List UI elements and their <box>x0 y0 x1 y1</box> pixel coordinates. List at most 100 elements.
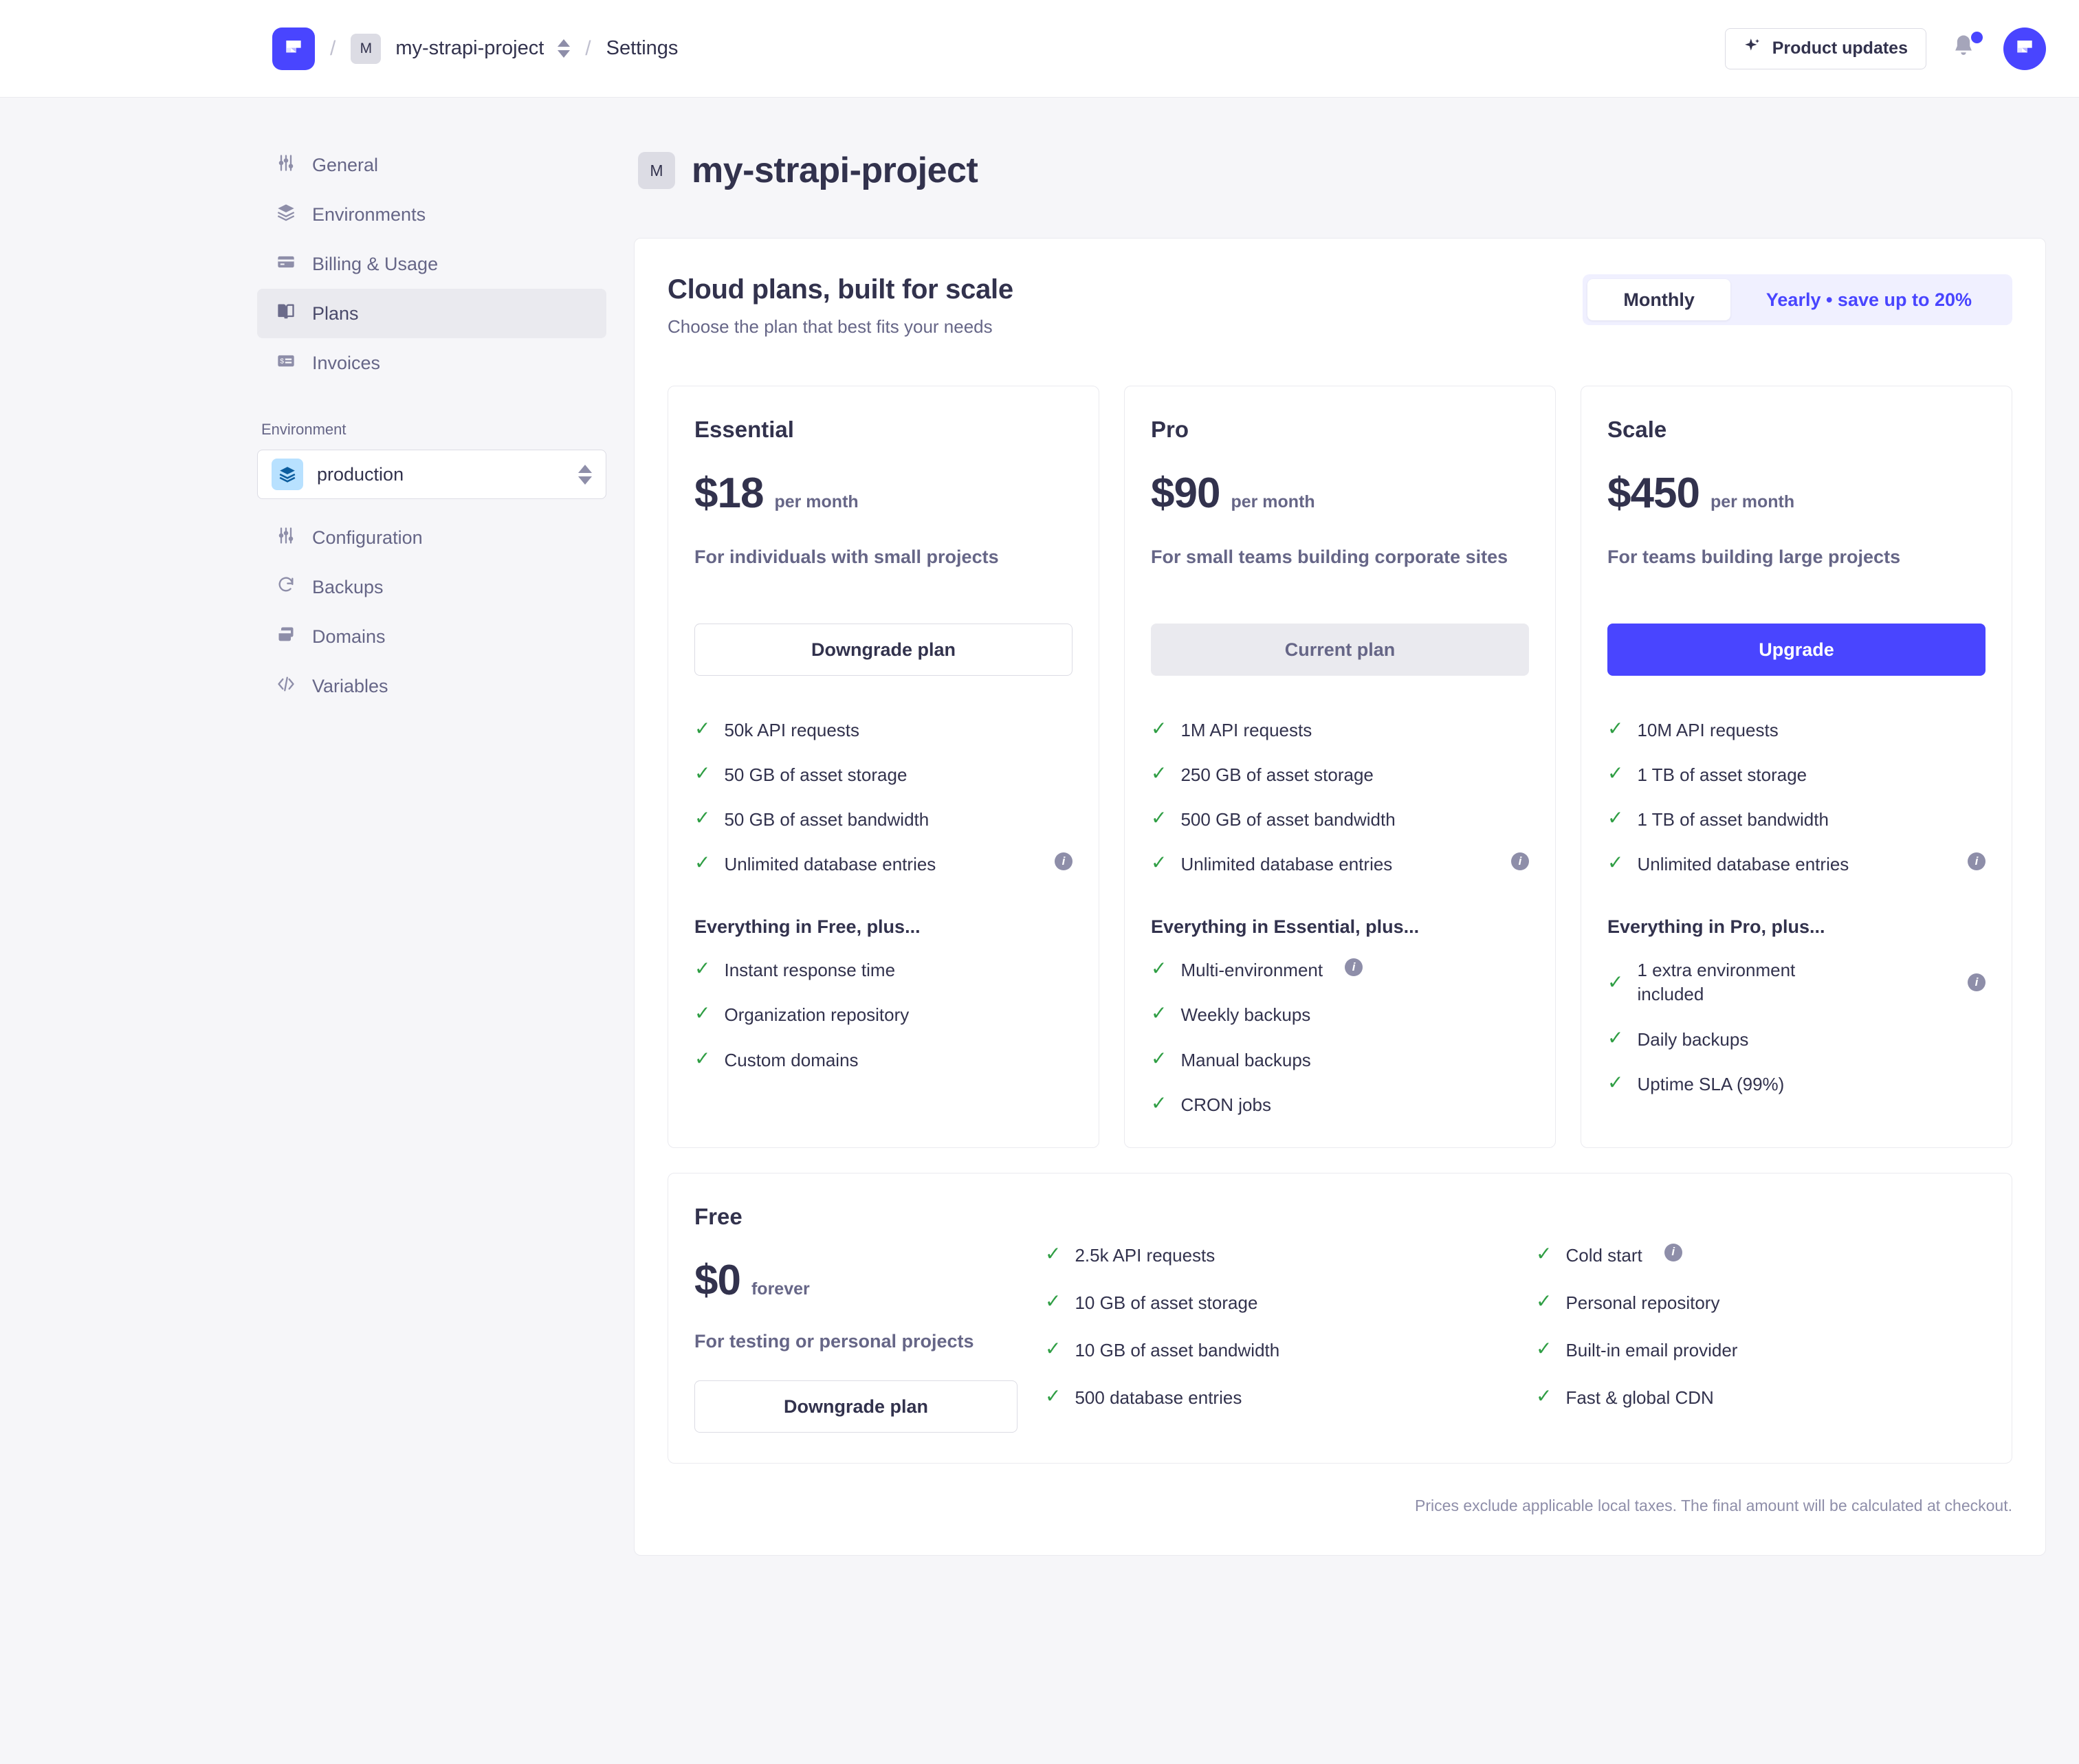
chevron-updown-icon[interactable] <box>578 464 592 485</box>
plans-subtitle: Choose the plan that best fits your need… <box>668 316 993 337</box>
feature-item: ✓ Unlimited database entries i <box>694 852 1072 877</box>
feature-label: Weekly backups <box>1180 1004 1311 1026</box>
feature-label: 2.5k API requests <box>1075 1244 1216 1266</box>
sidebar-item-backups[interactable]: Backups <box>257 562 606 612</box>
plans-panel: Cloud plans, built for scale Choose the … <box>634 238 2046 1556</box>
check-icon: ✓ <box>1045 1290 1062 1312</box>
check-icon: ✓ <box>1151 807 1167 829</box>
sidebar-item-label: Plans <box>312 302 359 324</box>
plan-name: Scale <box>1607 417 1667 442</box>
feature-item: ✓ 500 database entries <box>1045 1385 1495 1410</box>
notifications-button[interactable] <box>1948 30 1983 67</box>
breadcrumb-separator-1: / <box>330 36 336 60</box>
sidebar-item-label: Variables <box>312 675 388 696</box>
feature-item: ✓ 10 GB of asset bandwidth <box>1045 1338 1495 1363</box>
plan-description: For small teams building corporate sites <box>1151 547 1508 567</box>
feature-label: 50 GB of asset bandwidth <box>724 809 930 830</box>
layers-icon <box>276 203 296 227</box>
feature-label: Organization repository <box>724 1004 910 1026</box>
info-icon[interactable]: i <box>1664 1243 1682 1261</box>
sidebar-item-domains[interactable]: Domains <box>257 612 606 661</box>
sidebar-environment-group-label: Environment <box>261 421 346 438</box>
plan-price: $0 <box>694 1256 741 1304</box>
plan-name: Pro <box>1151 417 1189 442</box>
sidebar-item-configuration[interactable]: Configuration <box>257 513 606 562</box>
check-icon: ✓ <box>1607 1026 1624 1048</box>
sidebar-item-label: Environments <box>312 203 426 225</box>
toggle-monthly[interactable]: Monthly <box>1587 279 1730 320</box>
info-icon[interactable]: i <box>1055 852 1072 871</box>
project-switcher-icon[interactable] <box>558 39 571 58</box>
feature-label: 10 GB of asset storage <box>1075 1292 1258 1313</box>
sidebar-item-label: Domains <box>312 626 386 647</box>
strapi-logo-icon[interactable] <box>272 27 315 70</box>
environment-select[interactable]: production <box>257 450 606 499</box>
product-updates-button[interactable]: Product updates <box>1724 27 1926 69</box>
feature-item: ✓ Personal repository <box>1536 1290 1986 1315</box>
plan-period: per month <box>1710 492 1795 511</box>
check-icon: ✓ <box>1151 1092 1167 1114</box>
feature-item: ✓ CRON jobs <box>1151 1092 1529 1117</box>
feature-item: ✓ 50k API requests <box>694 718 1072 742</box>
plan-description: For testing or personal projects <box>694 1330 974 1352</box>
sliders-icon <box>276 153 296 177</box>
check-icon: ✓ <box>1607 1071 1624 1093</box>
info-icon[interactable]: i <box>1511 852 1529 871</box>
info-icon[interactable]: i <box>1345 958 1363 977</box>
code-icon <box>276 674 296 698</box>
plan-cta-button[interactable]: Downgrade plan <box>694 624 1072 676</box>
plan-feature-list: ✓ 50k API requests ✓ 50 GB of asset storag… <box>694 718 1072 877</box>
check-icon: ✓ <box>1607 971 1624 993</box>
feature-item: ✓ Custom domains <box>694 1048 1072 1072</box>
feature-item: ✓ Organization repository <box>694 1003 1072 1027</box>
feature-item: ✓ Unlimited database entries i <box>1151 852 1529 877</box>
plan-price-line: $0 forever <box>694 1256 1018 1305</box>
plan-cards-row: Essential $18 per month For individuals … <box>668 386 2012 1148</box>
sidebar-item-variables[interactable]: Variables <box>257 661 606 711</box>
check-icon: ✓ <box>1045 1385 1062 1407</box>
feature-label: 500 GB of asset bandwidth <box>1180 809 1396 830</box>
feature-label: 1M API requests <box>1180 720 1312 740</box>
environment-select-value: production <box>317 463 404 485</box>
check-icon: ✓ <box>694 1002 711 1024</box>
breadcrumb-project-name[interactable]: my-strapi-project <box>395 37 544 59</box>
plan-description: For teams building large projects <box>1607 547 1901 567</box>
sidebar-item-environments[interactable]: Environments <box>257 190 606 239</box>
project-initial-chip: M <box>351 33 382 64</box>
sidebar-item-label: Backups <box>312 576 384 597</box>
billing-period-toggle[interactable]: Monthly Yearly • save up to 20% <box>1583 274 2012 325</box>
book-open-icon <box>276 302 296 326</box>
sidebar-item-invoices[interactable]: $ Invoices <box>257 338 606 388</box>
feature-label: Built-in email provider <box>1565 1339 1738 1360</box>
sidebar-item-general[interactable]: General <box>257 140 606 190</box>
sidebar-item-plans[interactable]: Plans <box>257 289 606 338</box>
feature-label: Custom domains <box>724 1049 859 1070</box>
info-icon[interactable]: i <box>1968 852 1986 871</box>
plan-cta-button[interactable]: Upgrade <box>1607 624 1986 676</box>
plan-plus-feature-list: ✓ 1 extra environment included i ✓ Daily … <box>1607 958 1986 1096</box>
plan-cta-button[interactable]: Downgrade plan <box>694 1380 1018 1433</box>
info-icon[interactable]: i <box>1968 973 1986 992</box>
feature-item: ✓ 500 GB of asset bandwidth <box>1151 807 1529 832</box>
feature-item: ✓ 2.5k API requests <box>1045 1243 1495 1268</box>
feature-item: ✓ Fast & global CDN <box>1536 1385 1986 1410</box>
sliders-icon <box>276 526 296 550</box>
plan-price: $18 <box>694 470 764 517</box>
user-avatar-icon[interactable] <box>2003 27 2046 70</box>
sidebar-item-label: Billing & Usage <box>312 253 439 274</box>
feature-label: 1 TB of asset bandwidth <box>1637 809 1829 830</box>
feature-label: Multi-environment <box>1180 960 1323 981</box>
feature-item: ✓ 1 TB of asset storage <box>1607 762 1986 787</box>
plan-feature-list: ✓ 10M API requests ✓ 1 TB of asset storage… <box>1607 718 1986 877</box>
check-icon: ✓ <box>1151 1002 1167 1024</box>
check-icon: ✓ <box>1151 718 1167 739</box>
feature-item: ✓ Built-in email provider <box>1536 1338 1986 1363</box>
plan-plus-heading: Everything in Pro, plus... <box>1607 916 1825 938</box>
plan-name: Essential <box>694 417 794 442</box>
refresh-icon <box>276 575 296 599</box>
breadcrumb-settings[interactable]: Settings <box>606 37 679 59</box>
sidebar-item-billing-usage[interactable]: Billing & Usage <box>257 239 606 289</box>
feature-label: Unlimited database entries <box>1180 854 1393 875</box>
check-icon: ✓ <box>1536 1385 1552 1407</box>
toggle-yearly[interactable]: Yearly • save up to 20% <box>1766 289 1972 310</box>
